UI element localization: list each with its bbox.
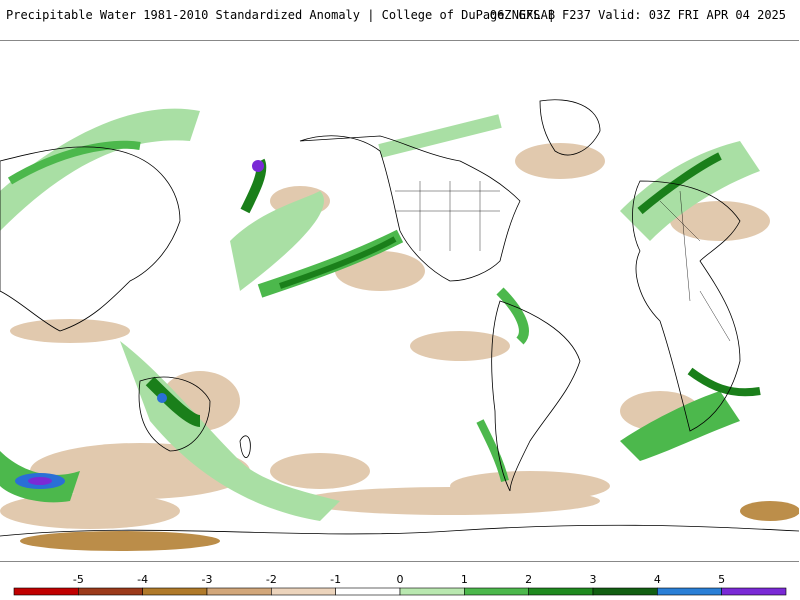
colorbar: -5 -4 -3 -2 -1 0 1 2 3 4 5 <box>0 568 800 600</box>
colorbar-bin <box>592 587 658 596</box>
colorbar-tick-label: -1 <box>330 573 341 586</box>
colorbar-tick-label: 5 <box>718 573 725 586</box>
colorbar-tick-label: 2 <box>525 573 532 586</box>
colorbar-tick-label: -2 <box>266 573 277 586</box>
colorbar-tick-label: 0 <box>397 573 404 586</box>
colorbar-bin <box>528 587 594 596</box>
colorbar-tick-label: 1 <box>461 573 468 586</box>
colorbar-bin <box>464 587 529 596</box>
colorbar-bin <box>142 587 208 596</box>
colorbar-tick-label: -5 <box>73 573 84 586</box>
coastlines <box>0 99 799 537</box>
colorbar-tick-label: 3 <box>590 573 597 586</box>
colorbar-bin <box>657 587 722 596</box>
colorbar-bin <box>13 587 79 596</box>
map-title: Precipitable Water 1981-2010 Standardize… <box>6 8 556 22</box>
map-panel[interactable] <box>0 40 799 562</box>
country-borders <box>395 181 731 342</box>
colorbar-bin <box>721 587 787 596</box>
colorbar-bin <box>78 587 143 596</box>
moist-anomaly-regions <box>0 108 761 521</box>
colorbar-tick-label: 4 <box>654 573 661 586</box>
header-bar: Precipitable Water 1981-2010 Standardize… <box>0 0 800 30</box>
colorbar-tick-label: -3 <box>202 573 213 586</box>
anomaly-map <box>0 99 799 551</box>
colorbar-bin <box>271 587 336 596</box>
colorbar-tick-label: -4 <box>137 573 148 586</box>
colorbar-scale: -5 -4 -3 -2 -1 0 1 2 3 4 5 <box>13 573 787 596</box>
model-run-info: 06Z GFS | F237 Valid: 03Z FRI APR 04 202… <box>489 8 786 22</box>
colorbar-bin <box>206 587 272 596</box>
colorbar-bin <box>399 587 465 596</box>
colorbar-bin <box>335 587 401 596</box>
